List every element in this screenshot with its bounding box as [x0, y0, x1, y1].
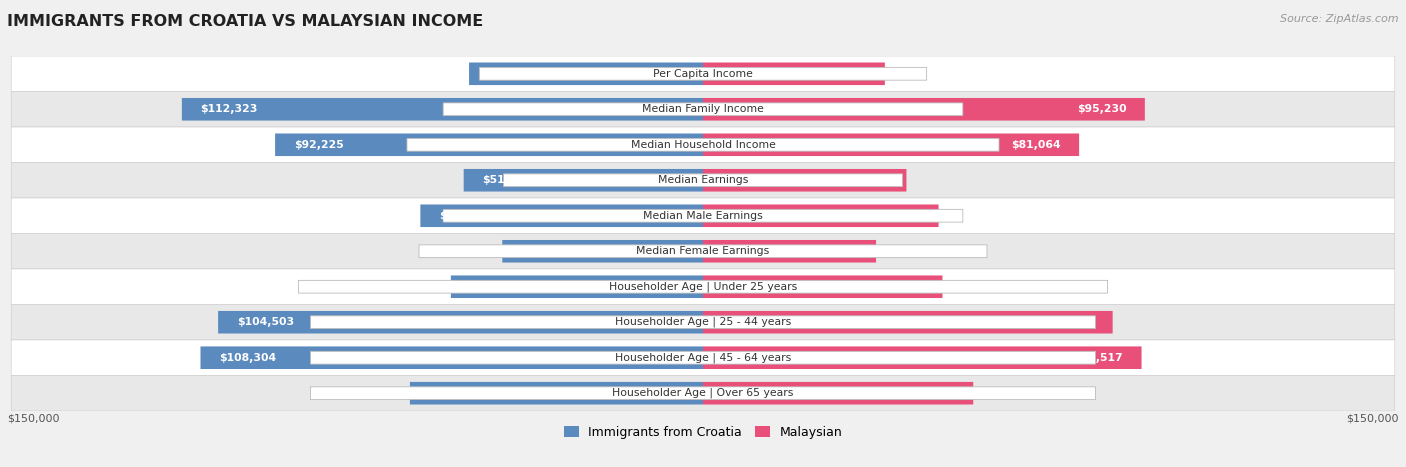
FancyBboxPatch shape	[703, 240, 876, 262]
Text: $51,581: $51,581	[482, 175, 531, 185]
FancyBboxPatch shape	[11, 92, 1395, 127]
FancyBboxPatch shape	[420, 205, 703, 227]
Text: $54,343: $54,343	[470, 282, 519, 292]
FancyBboxPatch shape	[479, 67, 927, 80]
FancyBboxPatch shape	[703, 169, 907, 191]
FancyBboxPatch shape	[703, 347, 1142, 369]
FancyBboxPatch shape	[311, 316, 1095, 329]
FancyBboxPatch shape	[502, 240, 703, 262]
Text: IMMIGRANTS FROM CROATIA VS MALAYSIAN INCOME: IMMIGRANTS FROM CROATIA VS MALAYSIAN INC…	[7, 14, 484, 29]
Text: Householder Age | 25 - 44 years: Householder Age | 25 - 44 years	[614, 317, 792, 327]
Text: $43,258: $43,258	[520, 246, 571, 256]
FancyBboxPatch shape	[443, 209, 963, 222]
Text: $92,225: $92,225	[294, 140, 343, 150]
Text: $51,615: $51,615	[875, 282, 924, 292]
FancyBboxPatch shape	[703, 134, 1080, 156]
FancyBboxPatch shape	[411, 382, 703, 404]
FancyBboxPatch shape	[201, 347, 703, 369]
FancyBboxPatch shape	[11, 234, 1395, 269]
FancyBboxPatch shape	[218, 311, 703, 333]
FancyBboxPatch shape	[470, 63, 703, 85]
FancyBboxPatch shape	[311, 387, 1095, 400]
FancyBboxPatch shape	[419, 245, 987, 258]
Text: Householder Age | Over 65 years: Householder Age | Over 65 years	[612, 388, 794, 398]
Text: $39,194: $39,194	[817, 69, 866, 79]
Text: Median Household Income: Median Household Income	[630, 140, 776, 150]
FancyBboxPatch shape	[703, 98, 1144, 120]
FancyBboxPatch shape	[703, 276, 942, 298]
Text: $112,323: $112,323	[201, 104, 257, 114]
Text: Householder Age | Under 25 years: Householder Age | Under 25 years	[609, 282, 797, 292]
FancyBboxPatch shape	[11, 375, 1395, 411]
FancyBboxPatch shape	[11, 198, 1395, 234]
FancyBboxPatch shape	[443, 103, 963, 116]
FancyBboxPatch shape	[11, 340, 1395, 375]
Text: $95,230: $95,230	[1077, 104, 1126, 114]
FancyBboxPatch shape	[298, 280, 1108, 293]
Text: $60,914: $60,914	[439, 211, 488, 221]
FancyBboxPatch shape	[703, 311, 1112, 333]
Text: Median Earnings: Median Earnings	[658, 175, 748, 185]
Text: Median Male Earnings: Median Male Earnings	[643, 211, 763, 221]
Text: Source: ZipAtlas.com: Source: ZipAtlas.com	[1281, 14, 1399, 24]
FancyBboxPatch shape	[276, 134, 703, 156]
FancyBboxPatch shape	[703, 205, 939, 227]
Text: $58,244: $58,244	[905, 388, 955, 398]
Text: $150,000: $150,000	[7, 414, 59, 424]
Text: $104,503: $104,503	[236, 317, 294, 327]
FancyBboxPatch shape	[11, 56, 1395, 92]
Text: $108,304: $108,304	[219, 353, 276, 363]
Text: $88,291: $88,291	[1045, 317, 1094, 327]
FancyBboxPatch shape	[11, 163, 1395, 198]
FancyBboxPatch shape	[451, 276, 703, 298]
FancyBboxPatch shape	[464, 169, 703, 191]
FancyBboxPatch shape	[181, 98, 703, 120]
Text: $150,000: $150,000	[1347, 414, 1399, 424]
FancyBboxPatch shape	[11, 127, 1395, 163]
FancyBboxPatch shape	[503, 174, 903, 187]
Text: Per Capita Income: Per Capita Income	[652, 69, 754, 79]
FancyBboxPatch shape	[406, 138, 1000, 151]
FancyBboxPatch shape	[11, 269, 1395, 304]
FancyBboxPatch shape	[703, 63, 884, 85]
Text: $37,298: $37,298	[807, 246, 858, 256]
Text: $94,517: $94,517	[1073, 353, 1123, 363]
Text: Median Female Earnings: Median Female Earnings	[637, 246, 769, 256]
Text: Householder Age | 45 - 64 years: Householder Age | 45 - 64 years	[614, 353, 792, 363]
FancyBboxPatch shape	[11, 304, 1395, 340]
Text: $50,417: $50,417	[488, 69, 537, 79]
Text: $43,844: $43,844	[838, 175, 887, 185]
FancyBboxPatch shape	[703, 382, 973, 404]
Text: Median Family Income: Median Family Income	[643, 104, 763, 114]
FancyBboxPatch shape	[311, 351, 1095, 364]
Legend: Immigrants from Croatia, Malaysian: Immigrants from Croatia, Malaysian	[558, 421, 848, 444]
Text: $50,772: $50,772	[870, 211, 920, 221]
Text: $81,064: $81,064	[1011, 140, 1060, 150]
Text: $63,168: $63,168	[429, 388, 478, 398]
